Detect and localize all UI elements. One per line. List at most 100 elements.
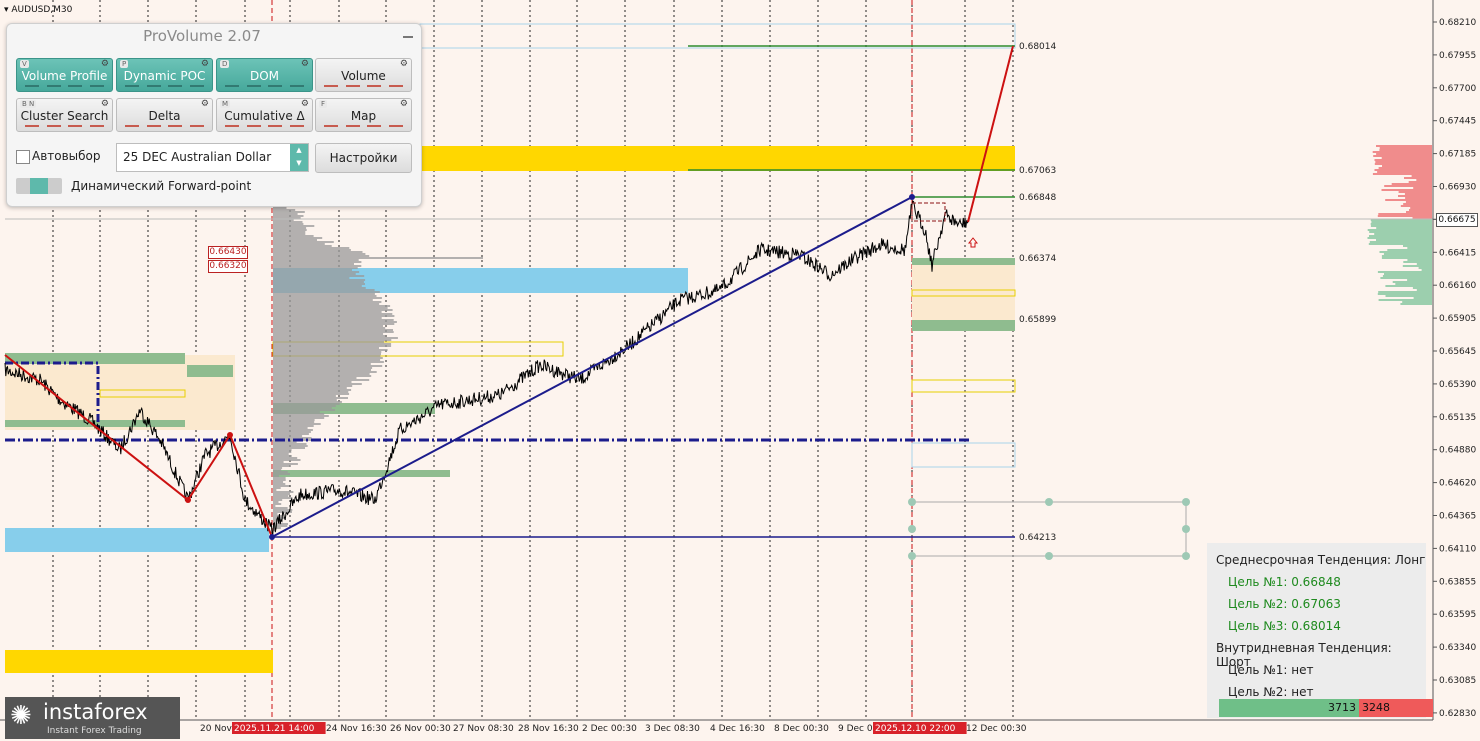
spin-arrows-icon[interactable]: ▲ ▼ [290, 144, 308, 171]
profile-bar [273, 307, 388, 309]
price-tick-label: 0.63085 [1439, 676, 1476, 686]
sell-count: 3248 [1359, 699, 1433, 717]
intra-target-2: Цель №2: нет [1228, 685, 1314, 699]
trend-info-box: Среднесрочная Тенденция: Лонг Цель №1: 0… [1207, 543, 1426, 718]
price-tick-label: 0.65905 [1439, 314, 1476, 324]
mid-trend-text: Среднесрочная Тенденция: Лонг [1216, 553, 1426, 567]
dom-bar [1382, 275, 1432, 277]
dom-bar [1374, 233, 1432, 235]
price-axis[interactable]: 0.68210 0.67955 0.67700 0.67445 0.67185 0.669… [1433, 18, 1476, 719]
profile-bar [273, 215, 304, 217]
dom-button[interactable]: D ⚙ DOM [216, 58, 313, 92]
profile-bar [273, 513, 278, 515]
profile-bar [273, 369, 371, 371]
dom-bar [1379, 251, 1432, 253]
dynamic-poc-button[interactable]: P ⚙ Dynamic POC [116, 58, 213, 92]
time-highlight [232, 722, 326, 734]
profile-bar [273, 379, 370, 381]
volume-profile-button[interactable]: V ⚙ Volume Profile [16, 58, 113, 92]
green-band-5 [273, 470, 450, 477]
map-button[interactable]: F ⚙ Map [315, 98, 412, 132]
gear-icon[interactable]: ⚙ [300, 99, 309, 109]
gear-icon[interactable]: ⚙ [100, 99, 109, 109]
profile-bar [273, 303, 380, 305]
forward-point-toggle[interactable] [16, 178, 62, 194]
time-axis[interactable]: 20 Nov 2025.11.21 14:00 24 Nov 16:30 26 Nov… [200, 722, 1027, 734]
hotkey-badge: P [120, 60, 129, 68]
profile-bar [273, 413, 325, 415]
gear-icon[interactable]: ⚙ [100, 59, 109, 69]
green-band-2 [187, 365, 233, 377]
dom-bar [1372, 151, 1432, 153]
profile-bar [273, 315, 395, 317]
gear-icon[interactable]: ⚙ [399, 99, 408, 109]
profile-bar [273, 327, 386, 329]
profile-bar [273, 237, 323, 239]
dom-bar [1418, 267, 1432, 269]
autoselect-checkbox[interactable] [16, 150, 30, 164]
gear-icon[interactable]: ⚙ [200, 99, 209, 109]
settings-button[interactable]: Настройки [315, 143, 412, 173]
dom-bar [1376, 145, 1432, 147]
dom-bar [1370, 223, 1432, 225]
profile-bar [273, 363, 371, 365]
profile-bar [273, 313, 393, 315]
profile-bar [273, 471, 288, 473]
profile-bar [273, 279, 366, 281]
profile-bar [273, 301, 382, 303]
dom-bar [1405, 197, 1432, 199]
profile-bar [273, 361, 384, 363]
cluster-search-button[interactable]: B N ⚙ Cluster Search [16, 98, 113, 132]
dom-bar [1378, 167, 1432, 169]
price-series [4, 200, 970, 535]
price-tick-label: 0.65645 [1439, 347, 1476, 357]
hotkey-badge: V [20, 60, 29, 68]
profile-bar [273, 305, 391, 307]
dom-bar [1377, 215, 1432, 217]
profile-bar [273, 409, 335, 411]
dom-bar [1373, 155, 1432, 157]
profile-bar [273, 395, 336, 397]
profile-bar [273, 269, 352, 271]
up-arrow-marker [967, 237, 979, 248]
minimize-icon[interactable] [403, 36, 413, 38]
dom-bar [1391, 183, 1432, 185]
time-tick-label: 2025.12.10 22:00 [875, 724, 956, 734]
volume-button[interactable]: ⚙ Volume [315, 58, 412, 92]
green-band-7 [912, 320, 1015, 331]
price-tick-label: 0.68210 [1439, 18, 1476, 28]
dom-bar [1405, 201, 1432, 203]
profile-bar [273, 505, 276, 507]
dom-bar [1381, 257, 1432, 259]
price-tick-label: 0.67700 [1439, 84, 1476, 94]
profile-bar [273, 481, 284, 483]
gear-icon[interactable]: ⚙ [300, 59, 309, 69]
gear-icon[interactable]: ⚙ [200, 59, 209, 69]
gear-icon[interactable]: ⚙ [399, 59, 408, 69]
target-projection-line [967, 45, 1014, 223]
profile-bar [273, 489, 277, 491]
profile-bar [273, 243, 325, 245]
symbol-text: AUDUSD,M30 [11, 5, 73, 15]
red-price-label-1: 0.66430 [208, 246, 248, 259]
profile-bar [273, 217, 301, 219]
profile-bar [273, 253, 366, 255]
dom-bar [1416, 179, 1432, 181]
profile-bar [273, 493, 290, 495]
dom-bar [1403, 245, 1432, 247]
cumulative-button[interactable]: M ⚙ Cumulative Δ [216, 98, 313, 132]
button-label: Volume [341, 69, 386, 83]
intra-trend-text: Внутридневная Тенденция: Шорт [1216, 641, 1392, 669]
delta-button[interactable]: ⚙ Delta [116, 98, 213, 132]
dom-bar [1406, 211, 1432, 213]
profile-bar [273, 325, 383, 327]
profile-bar [273, 375, 372, 377]
dom-bar [1384, 273, 1432, 275]
profile-bar [273, 407, 332, 409]
time-tick-label: 2025.11.21 14:00 [234, 724, 315, 734]
dom-bar [1378, 299, 1432, 301]
instrument-select[interactable]: 25 DEC Australian Dollar ▲ ▼ [116, 143, 309, 172]
profile-bar [273, 221, 303, 223]
profile-bar [273, 501, 279, 503]
